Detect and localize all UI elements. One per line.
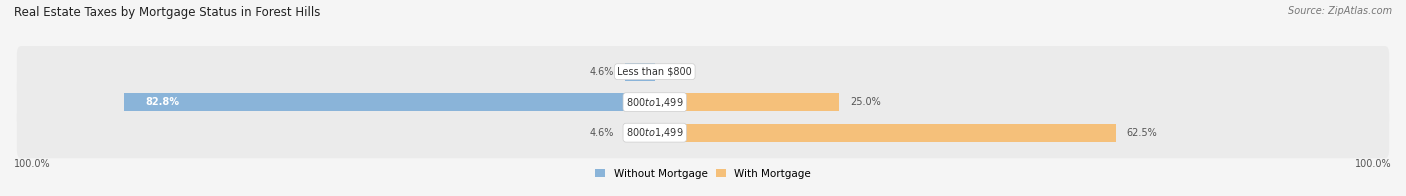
Bar (124, 93, 655, 111)
Text: $800 to $1,499: $800 to $1,499 (626, 96, 683, 109)
FancyBboxPatch shape (17, 76, 1389, 128)
Bar (655, 123, 1115, 142)
FancyBboxPatch shape (17, 107, 1389, 158)
Text: 100.0%: 100.0% (14, 159, 51, 169)
Text: $800 to $1,499: $800 to $1,499 (626, 126, 683, 139)
FancyBboxPatch shape (17, 46, 1389, 97)
Text: Real Estate Taxes by Mortgage Status in Forest Hills: Real Estate Taxes by Mortgage Status in … (14, 6, 321, 19)
Text: 100.0%: 100.0% (1355, 159, 1392, 169)
Text: 62.5%: 62.5% (1126, 128, 1157, 138)
Legend: Without Mortgage, With Mortgage: Without Mortgage, With Mortgage (595, 169, 811, 179)
Text: 82.8%: 82.8% (145, 97, 179, 107)
Text: Source: ZipAtlas.com: Source: ZipAtlas.com (1288, 6, 1392, 16)
Bar (655, 93, 839, 111)
Text: 4.6%: 4.6% (591, 128, 614, 138)
Text: Less than $800: Less than $800 (617, 67, 692, 77)
Bar (626, 63, 655, 81)
Bar (626, 123, 655, 142)
Text: 4.6%: 4.6% (591, 67, 614, 77)
Text: 25.0%: 25.0% (851, 97, 880, 107)
